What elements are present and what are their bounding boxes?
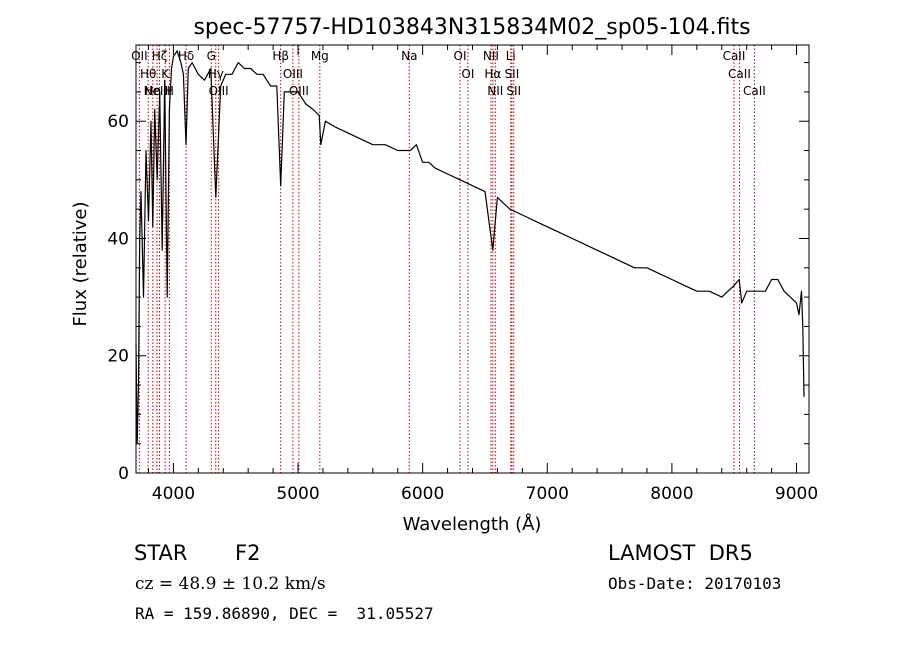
x-tick-label: 6000 (401, 484, 444, 504)
x-tick-label: 8000 (650, 484, 693, 504)
spectral-line-markers (138, 45, 755, 473)
line-marker-label: CaII (728, 67, 751, 81)
line-marker-label: SII (506, 84, 521, 98)
observation-date: Obs-Date: 20170103 (608, 574, 782, 593)
line-marker-label: Hθ (140, 67, 156, 81)
line-marker-label: SII (505, 67, 520, 81)
line-marker-label: CaII (743, 84, 766, 98)
line-marker-label: Mg (311, 49, 329, 63)
line-marker-label: Hζ (152, 49, 168, 63)
y-axis: 0 20 40 60 (107, 62, 809, 484)
y-tick-label: 0 (118, 464, 129, 484)
x-tick-label: 5000 (276, 484, 319, 504)
y-tick-label: 20 (107, 347, 129, 367)
line-marker-label: H (165, 84, 174, 98)
line-marker-label: Li (506, 49, 516, 63)
x-tick-label: 9000 (775, 484, 818, 504)
spectrum-line (135, 50, 805, 445)
line-marker-label: OII (131, 49, 148, 63)
line-marker-label: NeIII (144, 84, 171, 98)
line-marker-label: OIII (289, 84, 309, 98)
x-axis-label: Wavelength (Å) (403, 513, 542, 535)
line-marker-label: K (161, 67, 170, 81)
line-marker-label: Hη (145, 84, 162, 98)
spectral-subclass: F2 (235, 541, 261, 565)
line-marker-label: Hδ (178, 49, 194, 63)
line-marker-label: NII (487, 84, 503, 98)
redshift-velocity: cz = 48.9 ± 10.2 km/s (135, 574, 326, 594)
survey-release: LAMOST DR5 (608, 541, 753, 565)
sky-coordinates: RA = 159.86890, DEC = 31.05527 (135, 604, 434, 623)
line-marker-label: OI (461, 67, 474, 81)
line-marker-label: CaII (723, 49, 746, 63)
object-type: STAR (134, 541, 188, 565)
line-marker-label: Hα (484, 67, 501, 81)
line-marker-label: Hβ (272, 49, 289, 63)
x-tick-label: 4000 (152, 484, 195, 504)
line-marker-label: G (207, 49, 216, 63)
line-marker-label: OIII (283, 67, 303, 81)
plot-frame (135, 44, 810, 474)
x-tick-label: 7000 (526, 484, 569, 504)
y-tick-label: 60 (107, 112, 129, 132)
y-tick-label: 40 (107, 229, 129, 249)
line-marker-label: OI (454, 49, 467, 63)
x-axis: 4000 5000 6000 7000 8000 9000 (147, 45, 818, 504)
line-marker-label: OIII (209, 84, 229, 98)
line-marker-label: Na (401, 49, 417, 63)
line-marker-label: NII (483, 49, 499, 63)
y-axis-label: Flux (relative) (70, 201, 91, 326)
chart-title: spec-57757-HD103843N315834M02_sp05-104.f… (193, 15, 750, 40)
